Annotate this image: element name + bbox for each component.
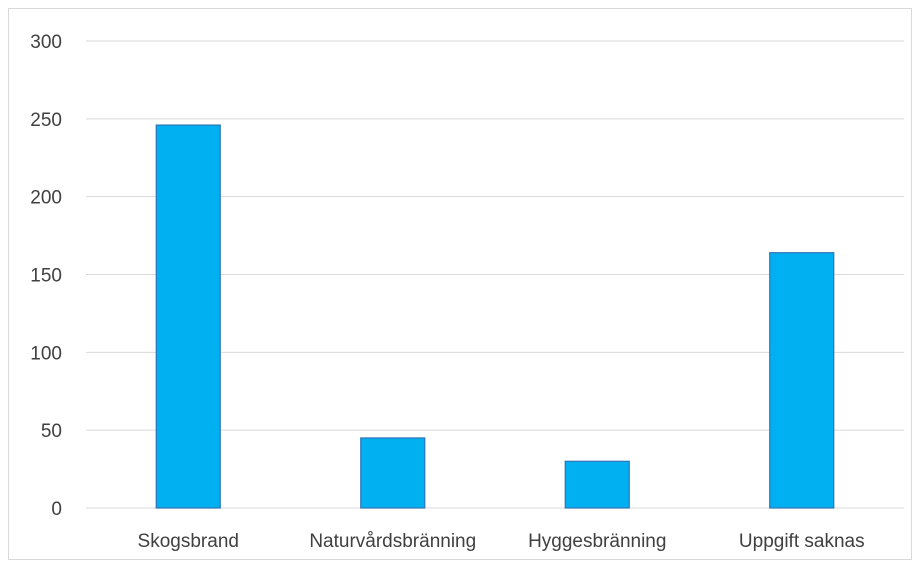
bar	[769, 252, 835, 509]
y-tick-label: 150	[30, 266, 62, 287]
category-label: Hyggesbränning	[528, 531, 666, 552]
y-tick-label: 50	[41, 421, 62, 442]
bar	[155, 124, 221, 509]
bar	[564, 460, 630, 509]
y-tick-label: 200	[30, 188, 62, 209]
bar	[360, 437, 426, 509]
y-tick-label: 300	[30, 32, 62, 53]
y-tick-label: 250	[30, 110, 62, 131]
y-tick-label: 100	[30, 343, 62, 364]
y-tick-label: 0	[51, 499, 62, 520]
category-label: Naturvårdsbränning	[309, 531, 476, 552]
category-label: Skogsbrand	[138, 531, 239, 552]
category-label: Uppgift saknas	[739, 531, 865, 552]
